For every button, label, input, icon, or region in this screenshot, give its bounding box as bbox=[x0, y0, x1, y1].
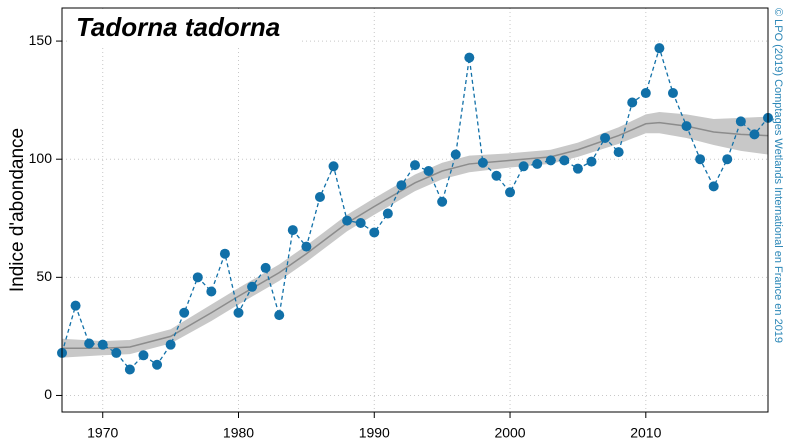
x-tick-label: 1970 bbox=[87, 425, 118, 441]
data-point bbox=[328, 161, 339, 172]
data-point bbox=[410, 160, 420, 171]
data-point bbox=[559, 155, 570, 166]
data-point bbox=[274, 310, 285, 321]
data-point bbox=[152, 359, 163, 370]
data-point bbox=[138, 350, 149, 361]
data-point bbox=[219, 248, 230, 259]
data-point bbox=[613, 147, 624, 158]
data-point bbox=[518, 161, 529, 172]
data-point bbox=[681, 121, 692, 132]
data-point bbox=[192, 272, 203, 283]
data-point bbox=[314, 192, 325, 203]
data-point bbox=[247, 281, 258, 292]
confidence-band bbox=[62, 111, 768, 358]
credit: © LPO (2019) Comptages Wetlands Internat… bbox=[772, 8, 784, 343]
data-point bbox=[165, 339, 176, 350]
data-point bbox=[722, 154, 733, 165]
data-point bbox=[97, 339, 108, 350]
data-point bbox=[640, 88, 651, 99]
x-tick-label: 1980 bbox=[223, 425, 254, 441]
data-point bbox=[749, 129, 760, 140]
data-point bbox=[464, 52, 475, 63]
data-point bbox=[505, 187, 516, 198]
data-point bbox=[342, 215, 353, 226]
data-line bbox=[61, 45, 769, 371]
data-point bbox=[111, 347, 122, 358]
data-point bbox=[423, 166, 434, 177]
trend-line bbox=[62, 121, 769, 349]
data-point bbox=[491, 170, 502, 181]
data-point bbox=[654, 43, 665, 54]
data-point bbox=[477, 157, 488, 168]
y-tick-label: 0 bbox=[44, 386, 52, 402]
data-point bbox=[600, 132, 611, 143]
data-point bbox=[532, 158, 543, 169]
data-point bbox=[369, 227, 380, 238]
data-point bbox=[124, 364, 135, 375]
x-tick-label: 2010 bbox=[630, 425, 661, 441]
data-point bbox=[84, 338, 95, 349]
y-tick-label: 150 bbox=[29, 32, 53, 48]
data-point bbox=[437, 196, 448, 207]
data-point bbox=[301, 241, 312, 252]
data-point bbox=[450, 149, 461, 160]
data-point bbox=[396, 180, 407, 191]
data-point bbox=[70, 300, 81, 311]
data-point bbox=[287, 225, 298, 236]
data-point bbox=[627, 97, 638, 108]
data-point bbox=[695, 154, 706, 165]
data-point bbox=[708, 181, 719, 192]
data-point bbox=[355, 217, 366, 228]
chart-title: Tadorna tadorna bbox=[76, 12, 280, 42]
data-point bbox=[586, 156, 597, 167]
y-tick-label: 50 bbox=[36, 268, 52, 284]
data-point bbox=[233, 307, 244, 318]
data-point bbox=[735, 116, 746, 127]
data-point bbox=[260, 262, 271, 273]
data-point bbox=[179, 307, 190, 318]
data-point bbox=[382, 208, 393, 219]
x-tick-label: 1990 bbox=[359, 425, 390, 441]
plot-frame bbox=[61, 7, 769, 413]
data-point bbox=[667, 88, 678, 99]
data-point bbox=[572, 163, 583, 174]
title-box bbox=[70, 10, 302, 46]
data-point bbox=[206, 286, 217, 297]
data-point bbox=[545, 155, 556, 166]
y-tick-label: 100 bbox=[29, 150, 53, 166]
x-tick-label: 2000 bbox=[494, 425, 525, 441]
y-axis-label: Indice d'abondance bbox=[7, 128, 28, 292]
